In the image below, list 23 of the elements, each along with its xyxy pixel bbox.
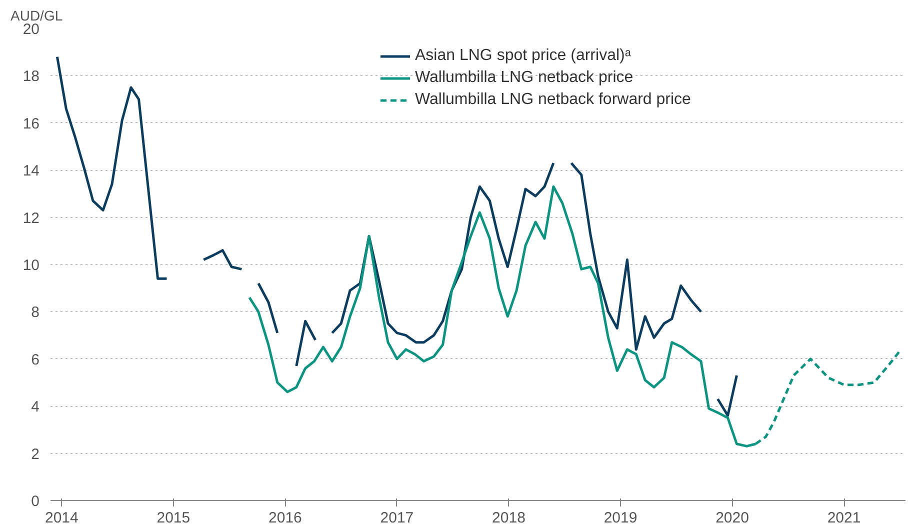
x-tick-label: 2018 — [492, 510, 526, 526]
x-tick-label: 2019 — [604, 510, 638, 526]
y-tick-label: 6 — [31, 351, 40, 368]
legend-label: Asian LNG spot price (arrival)ᵃ — [415, 47, 631, 65]
x-tick-label: 2021 — [827, 510, 861, 526]
x-tick-label: 2017 — [380, 510, 414, 526]
y-tick-label: 0 — [31, 493, 40, 510]
x-tick-label: 2016 — [268, 510, 302, 526]
y-tick-label: 18 — [22, 68, 40, 86]
legend-label: Wallumbilla LNG netback forward price — [415, 91, 691, 109]
y-tick-label: 8 — [31, 304, 40, 322]
legend-label: Wallumbilla LNG netback price — [415, 69, 634, 87]
x-tick-label: 2014 — [44, 510, 78, 526]
y-tick-label: 2 — [31, 446, 40, 463]
y-tick-label: 12 — [22, 210, 40, 227]
y-tick-label: 16 — [22, 115, 40, 132]
y-axis-title: AUD/GL — [10, 8, 63, 24]
y-tick-label: 10 — [22, 257, 40, 274]
x-tick-label: 2020 — [716, 510, 749, 526]
x-tick-label: 2015 — [156, 510, 190, 526]
y-tick-label: 4 — [31, 398, 40, 416]
y-tick-label: 14 — [22, 162, 40, 180]
y-tick-label: 20 — [22, 21, 40, 38]
